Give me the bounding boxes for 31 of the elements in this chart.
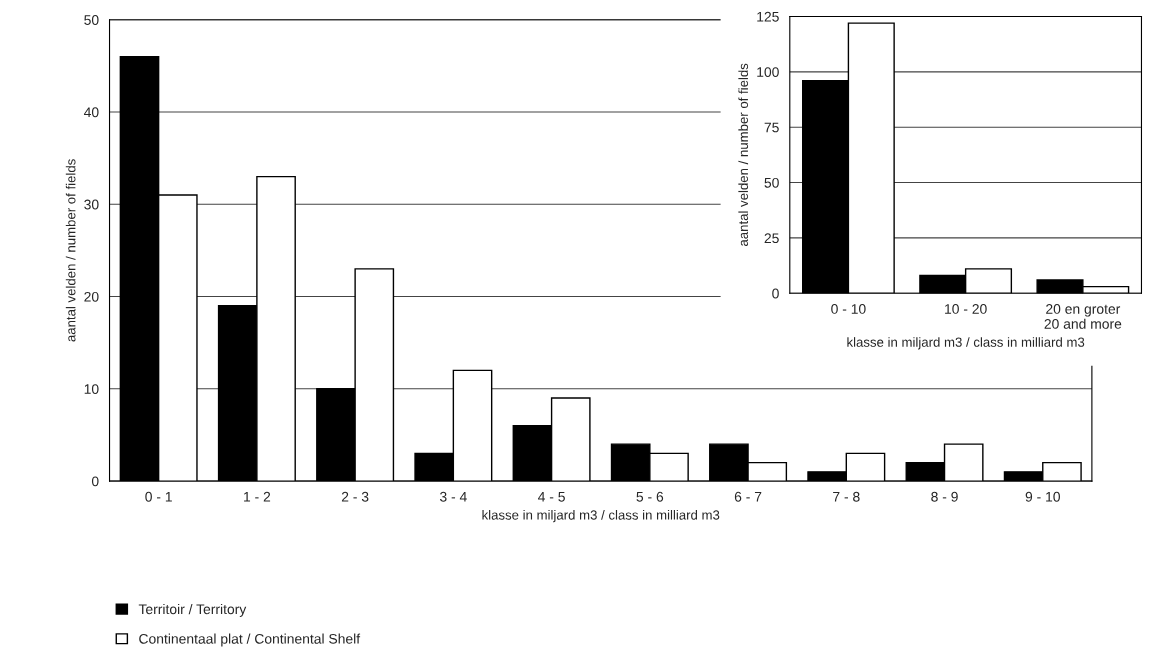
y-tick-label: 0 [772,288,779,299]
y-tick-label: 0 [91,476,99,487]
y-tick-label: 75 [764,122,779,133]
y-tick-label: 25 [764,233,779,244]
y-tick-label: 50 [84,15,99,25]
x-tick-label: 1 - 2 [244,491,271,502]
x-tick-label: 10 - 20 [945,304,987,314]
y-tick-label: 50 [764,177,779,188]
y-axis-title: aantal velden / number of fields [738,63,749,246]
x-tick-label: 7 - 8 [833,491,860,502]
x-tick-label: 6 - 7 [734,491,762,502]
y-tick-label: 125 [757,11,779,22]
y-tick-label: 100 [757,67,779,77]
x-tick-label: 0 - 1 [145,491,172,502]
y-tick-label: 30 [84,199,99,210]
x-axis-title: klasse in miljard m3 / class in milliard m3 [482,509,720,523]
x-tick-label: 8 - 9 [931,491,958,502]
y-tick-label: 40 [83,107,99,118]
x-tick-label: 20 en groter 20 and more [1044,304,1122,329]
x-tick-label: 4 - 5 [538,492,565,502]
y-tick-label: 10 [84,384,99,394]
y-axis-title: aantal velden / number of fields [65,159,76,342]
x-tick-label: 5 - 6 [636,491,664,502]
y-tick-label: 20 [84,291,99,302]
x-tick-label: 3 - 4 [439,491,467,502]
legend-label: Continentaal plat / Continental Shelf [139,633,361,647]
x-axis-title: klasse in miljard m3 / class in milliard m3 [847,337,1085,350]
x-tick-label: 2 - 3 [341,491,369,502]
legend-label: Territoir / Territory [138,603,247,617]
x-tick-label: 0 - 10 [831,304,866,314]
x-tick-label: 9 - 10 [1025,491,1060,502]
